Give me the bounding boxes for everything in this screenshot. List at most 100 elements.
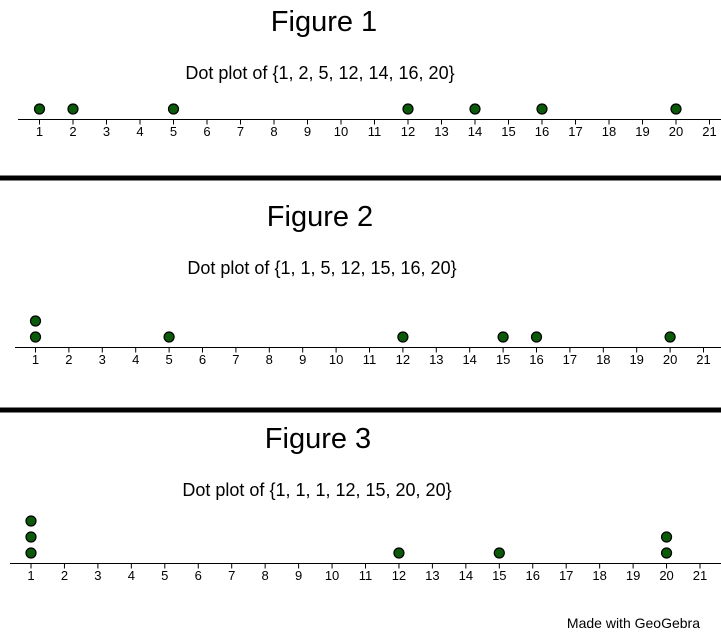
x-tick-label: 12 bbox=[396, 352, 410, 367]
figure-2-subtitle: Dot plot of {1, 1, 5, 12, 15, 16, 20} bbox=[187, 258, 456, 278]
x-tick-label: 2 bbox=[61, 568, 68, 583]
x-tick-label: 1 bbox=[36, 124, 43, 139]
x-tick-label: 12 bbox=[392, 568, 406, 583]
x-tick-label: 2 bbox=[65, 352, 72, 367]
x-tick-label: 19 bbox=[626, 568, 640, 583]
data-dot bbox=[530, 331, 543, 343]
figure-1-dots bbox=[33, 103, 682, 115]
figure-3-subtitle: Dot plot of {1, 1, 1, 12, 15, 20, 20} bbox=[182, 480, 451, 500]
data-dot bbox=[402, 103, 414, 115]
x-tick-label: 4 bbox=[132, 352, 139, 367]
x-tick-label: 16 bbox=[529, 352, 543, 367]
x-tick-label: 8 bbox=[270, 124, 277, 139]
figure-3-panel: Figure 3 Dot plot of {1, 1, 1, 12, 15, 2… bbox=[10, 423, 721, 583]
figure-1-subtitle: Dot plot of {1, 2, 5, 12, 14, 16, 20} bbox=[185, 63, 454, 83]
figure-2-axis: 1 2 3 4 5 6 7 8 9 10 11 12 13 14 15 16 17 18 19 20 21 bbox=[15, 347, 721, 367]
x-tick-label: 21 bbox=[702, 124, 716, 139]
data-dot bbox=[670, 103, 682, 115]
data-dot bbox=[664, 331, 676, 343]
x-tick-label: 21 bbox=[693, 568, 707, 583]
x-tick-label: 1 bbox=[27, 568, 34, 583]
x-tick-label: 14 bbox=[468, 124, 482, 139]
figure-3-title: Figure 3 bbox=[265, 423, 371, 455]
x-tick-label: 21 bbox=[696, 352, 710, 367]
x-tick-label: 1 bbox=[32, 352, 39, 367]
x-tick-label: 18 bbox=[602, 124, 616, 139]
x-tick-label: 13 bbox=[434, 124, 448, 139]
data-dot bbox=[469, 103, 481, 115]
x-tick-label: 19 bbox=[635, 124, 649, 139]
figure-1-title: Figure 1 bbox=[271, 6, 377, 38]
x-tick-label: 6 bbox=[195, 568, 202, 583]
figure-3-dots bbox=[25, 515, 673, 559]
x-tick-label: 10 bbox=[329, 352, 343, 367]
data-dot bbox=[25, 515, 37, 527]
x-tick-label: 4 bbox=[136, 124, 143, 139]
data-dot bbox=[167, 103, 180, 115]
data-dot bbox=[536, 103, 548, 115]
x-tick-label: 13 bbox=[425, 568, 439, 583]
x-tick-label: 5 bbox=[170, 124, 177, 139]
data-dot bbox=[397, 331, 409, 343]
x-tick-label: 10 bbox=[334, 124, 348, 139]
x-tick-label: 9 bbox=[304, 124, 311, 139]
x-tick-label: 14 bbox=[459, 568, 473, 583]
x-tick-label: 20 bbox=[663, 352, 677, 367]
x-tick-label: 2 bbox=[69, 124, 76, 139]
x-tick-label: 13 bbox=[429, 352, 443, 367]
data-dot bbox=[67, 103, 79, 115]
x-tick-label: 15 bbox=[496, 352, 510, 367]
geogebra-watermark: Made with GeoGebra bbox=[567, 615, 700, 631]
x-tick-label: 15 bbox=[492, 568, 506, 583]
x-tick-label: 19 bbox=[629, 352, 643, 367]
x-tick-label: 9 bbox=[299, 352, 306, 367]
x-tick-label: 16 bbox=[526, 568, 540, 583]
figure-2-dots bbox=[29, 315, 676, 343]
x-tick-label: 18 bbox=[592, 568, 606, 583]
figure-1-panel: Figure 1 Dot plot of {1, 2, 5, 12, 14, 1… bbox=[18, 6, 721, 139]
data-dot bbox=[393, 547, 405, 559]
x-tick-label: 7 bbox=[232, 352, 239, 367]
data-dot bbox=[25, 531, 37, 543]
data-dot bbox=[660, 531, 673, 543]
x-tick-label: 3 bbox=[103, 124, 110, 139]
x-tick-label: 4 bbox=[128, 568, 135, 583]
data-dot bbox=[33, 103, 46, 115]
x-tick-label: 14 bbox=[462, 352, 476, 367]
figure-2-panel: Figure 2 Dot plot of {1, 1, 5, 12, 15, 1… bbox=[15, 201, 721, 367]
x-tick-label: 5 bbox=[165, 352, 172, 367]
data-dot bbox=[493, 547, 505, 559]
x-tick-label: 7 bbox=[237, 124, 244, 139]
x-tick-label: 9 bbox=[295, 568, 302, 583]
x-tick-label: 5 bbox=[161, 568, 168, 583]
x-tick-label: 20 bbox=[669, 124, 683, 139]
data-dot bbox=[497, 331, 509, 343]
data-dot bbox=[29, 331, 42, 343]
x-tick-label: 17 bbox=[563, 352, 577, 367]
x-tick-label: 16 bbox=[535, 124, 549, 139]
x-tick-label: 12 bbox=[401, 124, 415, 139]
data-dot bbox=[660, 547, 673, 559]
x-tick-label: 10 bbox=[325, 568, 339, 583]
x-tick-label: 7 bbox=[228, 568, 235, 583]
x-tick-label: 11 bbox=[359, 568, 373, 583]
x-tick-label: 8 bbox=[266, 352, 273, 367]
x-tick-label: 3 bbox=[94, 568, 101, 583]
x-tick-label: 11 bbox=[363, 352, 377, 367]
x-tick-label: 11 bbox=[368, 124, 382, 139]
x-tick-label: 3 bbox=[99, 352, 106, 367]
x-tick-label: 6 bbox=[203, 124, 210, 139]
x-tick-label: 17 bbox=[568, 124, 582, 139]
figure-1-axis: 1 2 3 4 5 6 7 8 9 10 11 12 13 14 15 16 17 18 19 20 21 bbox=[18, 119, 721, 139]
x-tick-label: 20 bbox=[659, 568, 673, 583]
figure-2-title: Figure 2 bbox=[267, 201, 373, 233]
x-tick-label: 17 bbox=[559, 568, 573, 583]
data-dot bbox=[29, 315, 42, 327]
figure-3-axis: 1 2 3 4 5 6 7 8 9 10 11 12 13 14 15 16 17 18 19 20 21 bbox=[10, 563, 721, 583]
data-dot bbox=[25, 547, 37, 559]
x-tick-label: 15 bbox=[501, 124, 515, 139]
x-tick-label: 18 bbox=[596, 352, 610, 367]
x-tick-label: 8 bbox=[262, 568, 269, 583]
x-tick-label: 6 bbox=[199, 352, 206, 367]
